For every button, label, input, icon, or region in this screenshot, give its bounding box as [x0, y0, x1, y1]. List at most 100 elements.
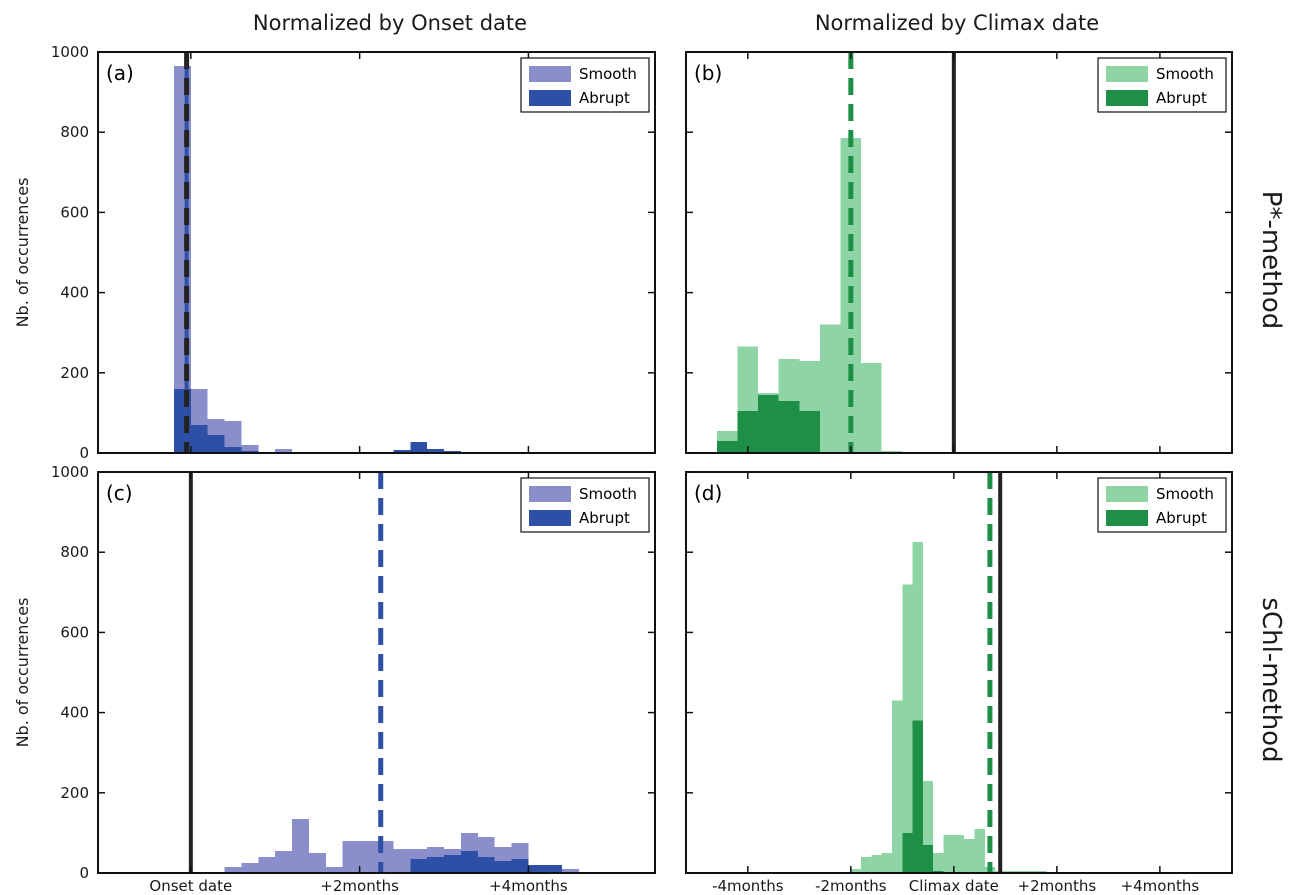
bar-smooth	[964, 838, 975, 873]
bar-smooth	[1025, 870, 1037, 873]
axes-frame	[97, 51, 656, 454]
bar-abrupt	[778, 400, 800, 453]
y-tick-label: 200	[60, 784, 89, 802]
y-axis-label: Nb. of occurrences	[13, 178, 32, 328]
y-tick-label: 400	[60, 284, 89, 302]
panel-label: (b)	[694, 61, 722, 85]
legend-label: Abrupt	[579, 509, 630, 527]
bar-smooth	[359, 840, 377, 873]
y-tick-label: 0	[79, 444, 89, 462]
bar-abrupt	[922, 844, 934, 873]
panels: 0 200 400 600 800 1000 Nb. of occurrences (a) Sm…	[13, 43, 1233, 895]
x-tick-label: +4months	[489, 877, 568, 895]
plot-area	[850, 472, 1047, 873]
x-tick-label: +2months	[1018, 877, 1097, 895]
panel-label: (d)	[694, 481, 722, 505]
legend-label: Abrupt	[579, 89, 630, 107]
bar-smooth	[912, 542, 923, 873]
legend: Smooth Abrupt	[1097, 57, 1227, 113]
legend-swatch	[529, 486, 571, 502]
panel-3: -4months -2months Climax date +2months +4mon…	[685, 471, 1233, 895]
row-title-schl: sChl-method	[1256, 597, 1286, 762]
bar-abrupt	[410, 858, 428, 873]
legend: Smooth Abrupt	[520, 477, 650, 533]
y-tick-label: 400	[60, 704, 89, 722]
y-tick-label: 0	[79, 864, 89, 882]
bar-abrupt	[393, 449, 411, 453]
plot-area	[188, 472, 580, 873]
bar-smooth	[850, 868, 862, 873]
bar-abrupt	[410, 441, 428, 453]
bar-smooth	[974, 828, 985, 873]
bar-smooth	[562, 868, 580, 873]
x-tick-label: Climax date	[909, 877, 999, 895]
bar-abrupt	[460, 850, 478, 873]
plot-area	[173, 52, 461, 453]
bar-smooth	[861, 856, 872, 873]
legend-label: Smooth	[579, 65, 637, 83]
bar-smooth	[1036, 870, 1047, 873]
bar-smooth	[871, 854, 882, 873]
bar-smooth	[892, 700, 903, 873]
panel-0: 0 200 400 600 800 1000 Nb. of occurrences (a) Sm…	[13, 43, 656, 462]
legend-swatch	[1106, 510, 1148, 526]
bar-smooth	[1015, 870, 1026, 873]
bar-smooth	[342, 840, 360, 873]
bar-abrupt	[427, 448, 445, 453]
bar-smooth	[953, 834, 965, 873]
x-tick-label: -2months	[815, 877, 887, 895]
y-tick-label: 1000	[51, 43, 89, 61]
bar-abrupt	[545, 864, 563, 873]
bar-abrupt	[716, 440, 738, 453]
legend-label: Smooth	[579, 485, 637, 503]
bar-smooth	[933, 852, 944, 873]
bar-abrupt	[902, 832, 913, 873]
y-tick-label: 1000	[51, 463, 89, 481]
panel-label: (a)	[106, 61, 134, 85]
legend-swatch	[1106, 90, 1148, 106]
legend-swatch	[1106, 486, 1148, 502]
bar-smooth	[325, 866, 343, 873]
bar-abrupt	[528, 864, 546, 873]
legend: Smooth Abrupt	[520, 57, 650, 113]
bar-smooth	[881, 852, 893, 873]
bar-abrupt	[207, 434, 225, 453]
bar-smooth	[275, 850, 293, 873]
y-tick-label: 200	[60, 364, 89, 382]
bar-smooth	[393, 848, 411, 873]
col-title-climax: Normalized by Climax date	[815, 11, 1099, 35]
bar-smooth	[292, 818, 309, 873]
bar-abrupt	[224, 446, 242, 453]
y-tick-label: 600	[60, 203, 89, 221]
axes-frame	[685, 471, 1233, 874]
bar-smooth	[224, 866, 242, 873]
bar-abrupt	[758, 394, 779, 453]
panel-1: (b) Smooth Abrupt	[685, 51, 1233, 454]
panel-2: 0 200 400 600 800 1000 Onset date +2months +4mon…	[13, 463, 656, 895]
legend-swatch	[529, 66, 571, 82]
y-tick-label: 800	[60, 123, 89, 141]
bar-abrupt	[799, 410, 820, 453]
bar-smooth	[881, 450, 903, 453]
axes-frame	[685, 51, 1233, 454]
bar-smooth	[943, 834, 954, 873]
bar-abrupt	[494, 860, 512, 873]
axes-frame	[97, 471, 656, 874]
row-title-pstar: P*-method	[1256, 191, 1286, 329]
bar-abrupt	[912, 720, 923, 873]
legend-swatch	[1106, 66, 1148, 82]
bar-abrupt	[737, 410, 759, 453]
legend-swatch	[529, 510, 571, 526]
legend-label: Abrupt	[1156, 89, 1207, 107]
y-tick-label: 800	[60, 543, 89, 561]
x-tick-label: -4months	[712, 877, 784, 895]
bar-abrupt	[444, 450, 461, 453]
legend-label: Abrupt	[1156, 509, 1207, 527]
bar-abrupt	[241, 450, 259, 453]
legend-label: Smooth	[1156, 65, 1214, 83]
bar-smooth	[241, 444, 259, 453]
legend: Smooth Abrupt	[1097, 477, 1227, 533]
bar-abrupt	[477, 856, 495, 873]
legend-swatch	[529, 90, 571, 106]
